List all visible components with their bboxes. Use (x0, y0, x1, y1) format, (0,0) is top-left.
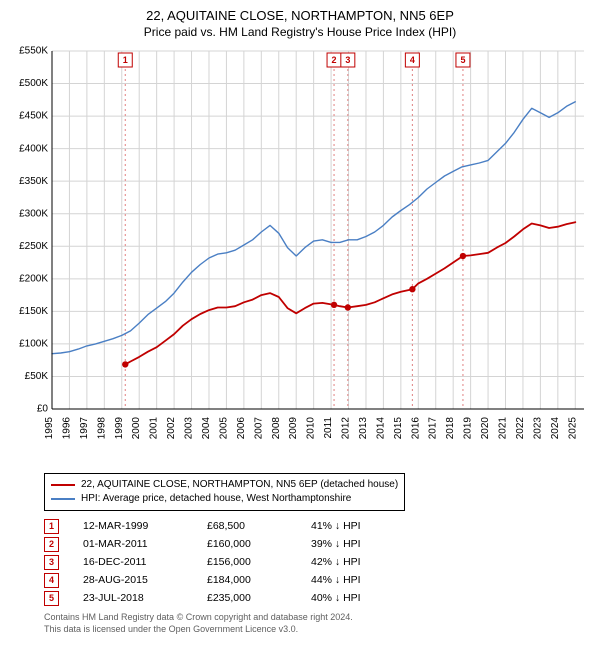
sales-row: 3 16-DEC-2011 £156,000 42% ↓ HPI (44, 553, 594, 571)
sales-row: 5 23-JUL-2018 £235,000 40% ↓ HPI (44, 589, 594, 607)
svg-text:2021: 2021 (498, 417, 509, 440)
svg-text:£400K: £400K (19, 143, 48, 154)
svg-text:4: 4 (410, 55, 415, 65)
svg-text:2018: 2018 (445, 417, 456, 440)
svg-text:3: 3 (345, 55, 350, 65)
sale-diff: 40% ↓ HPI (311, 589, 411, 607)
footnote-line2: This data is licensed under the Open Gov… (44, 623, 594, 635)
svg-text:1995: 1995 (44, 417, 55, 440)
svg-text:2011: 2011 (323, 417, 334, 439)
sale-price: £156,000 (207, 553, 287, 571)
svg-text:2016: 2016 (410, 417, 421, 440)
svg-text:2014: 2014 (375, 417, 386, 440)
legend: 22, AQUITAINE CLOSE, NORTHAMPTON, NN5 6E… (44, 473, 405, 511)
sale-diff: 44% ↓ HPI (311, 571, 411, 589)
svg-text:£250K: £250K (19, 241, 48, 252)
svg-text:2012: 2012 (341, 417, 352, 440)
svg-text:£500K: £500K (19, 78, 48, 89)
svg-text:1999: 1999 (114, 417, 125, 440)
svg-text:£150K: £150K (19, 306, 48, 317)
svg-text:2005: 2005 (218, 417, 229, 440)
legend-swatch (51, 498, 75, 500)
sale-badge: 2 (44, 537, 59, 552)
svg-text:£350K: £350K (19, 176, 48, 187)
sale-price: £160,000 (207, 535, 287, 553)
svg-text:2023: 2023 (532, 417, 543, 440)
svg-text:2025: 2025 (567, 417, 578, 440)
sale-diff: 39% ↓ HPI (311, 535, 411, 553)
svg-text:2007: 2007 (253, 417, 264, 440)
sale-badge: 3 (44, 555, 59, 570)
svg-text:2002: 2002 (166, 417, 177, 440)
legend-label: HPI: Average price, detached house, West… (81, 492, 351, 506)
sales-row: 1 12-MAR-1999 £68,500 41% ↓ HPI (44, 517, 594, 535)
svg-text:£100K: £100K (19, 339, 48, 350)
footnote-line1: Contains HM Land Registry data © Crown c… (44, 611, 594, 623)
svg-text:2008: 2008 (271, 417, 282, 440)
sale-date: 12-MAR-1999 (83, 517, 183, 535)
sales-row: 2 01-MAR-2011 £160,000 39% ↓ HPI (44, 535, 594, 553)
svg-text:2017: 2017 (428, 417, 439, 440)
svg-text:2001: 2001 (149, 417, 160, 440)
svg-text:2019: 2019 (463, 417, 474, 440)
legend-label: 22, AQUITAINE CLOSE, NORTHAMPTON, NN5 6E… (81, 478, 398, 492)
sale-price: £235,000 (207, 589, 287, 607)
svg-text:2004: 2004 (201, 417, 212, 440)
sale-date: 23-JUL-2018 (83, 589, 183, 607)
svg-text:£300K: £300K (19, 208, 48, 219)
sale-date: 01-MAR-2011 (83, 535, 183, 553)
svg-text:2010: 2010 (306, 417, 317, 440)
svg-text:1998: 1998 (96, 417, 107, 440)
sale-price: £184,000 (207, 571, 287, 589)
svg-text:2024: 2024 (550, 417, 561, 440)
chart-subtitle: Price paid vs. HM Land Registry's House … (6, 25, 594, 39)
sale-badge: 4 (44, 573, 59, 588)
sale-diff: 41% ↓ HPI (311, 517, 411, 535)
sale-diff: 42% ↓ HPI (311, 553, 411, 571)
sale-badge: 5 (44, 591, 59, 606)
svg-text:2015: 2015 (393, 417, 404, 440)
svg-text:£200K: £200K (19, 273, 48, 284)
chart-area: £0 £50K £100K £150K £200K £250K £300K £350K £400… (6, 45, 590, 465)
svg-text:1: 1 (123, 55, 128, 65)
svg-text:2003: 2003 (184, 417, 195, 440)
svg-text:1996: 1996 (61, 417, 72, 440)
sale-badge: 1 (44, 519, 59, 534)
legend-row: 22, AQUITAINE CLOSE, NORTHAMPTON, NN5 6E… (51, 478, 398, 492)
sale-date: 16-DEC-2011 (83, 553, 183, 571)
svg-text:2022: 2022 (515, 417, 526, 440)
svg-text:2020: 2020 (480, 417, 491, 440)
svg-text:1997: 1997 (79, 417, 90, 440)
svg-text:£550K: £550K (19, 46, 48, 57)
svg-text:5: 5 (460, 55, 465, 65)
svg-text:2006: 2006 (236, 417, 247, 440)
page-root: 22, AQUITAINE CLOSE, NORTHAMPTON, NN5 6E… (0, 0, 600, 643)
sale-price: £68,500 (207, 517, 287, 535)
svg-text:£450K: £450K (19, 111, 48, 122)
sales-table: 1 12-MAR-1999 £68,500 41% ↓ HPI 2 01-MAR-2011… (44, 517, 594, 607)
legend-swatch (51, 484, 75, 486)
footnote: Contains HM Land Registry data © Crown c… (44, 611, 594, 635)
legend-row: HPI: Average price, detached house, West… (51, 492, 398, 506)
chart-title: 22, AQUITAINE CLOSE, NORTHAMPTON, NN5 6E… (6, 8, 594, 23)
sales-row: 4 28-AUG-2015 £184,000 44% ↓ HPI (44, 571, 594, 589)
svg-text:2: 2 (332, 55, 337, 65)
svg-text:£50K: £50K (25, 371, 49, 382)
chart-svg: £0 £50K £100K £150K £200K £250K £300K £350K £400… (6, 45, 590, 465)
svg-text:2013: 2013 (358, 417, 369, 440)
sale-date: 28-AUG-2015 (83, 571, 183, 589)
svg-text:2009: 2009 (288, 417, 299, 440)
svg-text:£0: £0 (37, 404, 49, 415)
svg-text:2000: 2000 (131, 417, 142, 440)
